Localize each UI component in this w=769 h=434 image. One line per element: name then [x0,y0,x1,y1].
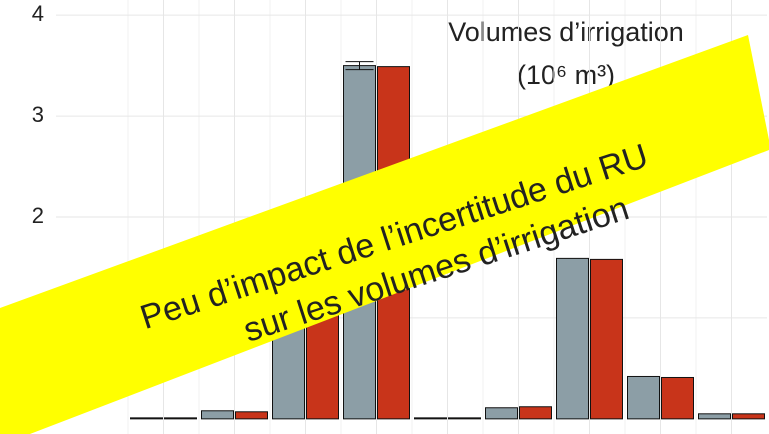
error-bar [345,61,374,71]
chart-title: Volumes d’irrigation [448,17,684,47]
bar [519,406,552,420]
bar [448,417,481,420]
bar [485,407,518,420]
chart-subtitle: (10⁶ m³) [517,60,615,90]
bar [661,376,694,420]
y-tick-label: 4 [32,1,44,26]
y-tick-label: 2 [32,203,44,228]
bar [235,411,268,420]
bar [414,417,447,420]
bar [201,410,234,420]
bar [556,257,589,420]
bar [698,413,731,420]
banner-shape [0,35,769,434]
bar [164,417,197,420]
bar [590,258,623,420]
bar [130,417,163,420]
y-tick-label: 3 [32,102,44,127]
bar [627,375,660,420]
bar [732,413,765,420]
